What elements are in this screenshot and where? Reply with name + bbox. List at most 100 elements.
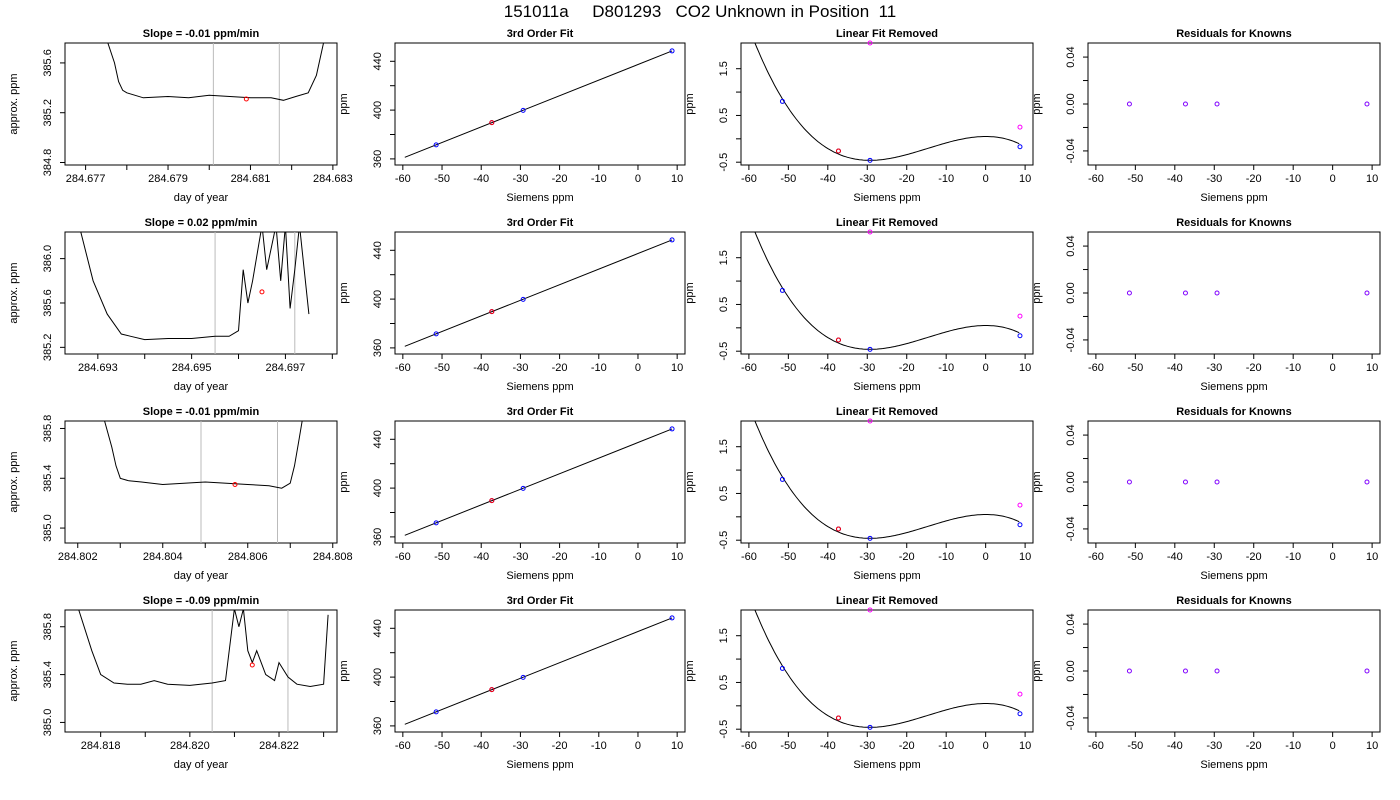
data-point bbox=[867, 724, 873, 730]
y-tick-label: 385.8 bbox=[42, 415, 54, 443]
panel-r2-c4: Residuals for Knowns Siemens ppm ppm -60 -50… bbox=[1031, 217, 1381, 393]
y-axis-label: ppm bbox=[338, 93, 350, 114]
x-axis-label: Siemens ppm bbox=[506, 381, 573, 393]
y-tick-label: 0.5 bbox=[718, 297, 730, 312]
panel-title: 3rd Order Fit bbox=[507, 28, 574, 40]
x-tick-label: 10 bbox=[1019, 362, 1031, 374]
x-tick-label: -20 bbox=[899, 740, 915, 752]
x-tick-label: -50 bbox=[434, 173, 450, 185]
data-point bbox=[1017, 502, 1023, 508]
plot-area bbox=[404, 239, 673, 347]
page-title: 151011a D801293 CO2 Unknown in Position … bbox=[503, 2, 897, 21]
data-point bbox=[1017, 711, 1023, 717]
panel-r1-c2: 3rd Order Fit Siemens ppm ppm -60 -50 -40 -30 -… bbox=[338, 28, 686, 204]
x-tick-label: 0 bbox=[635, 551, 641, 563]
data-point bbox=[669, 48, 675, 54]
x-axis-label: Siemens ppm bbox=[1200, 759, 1267, 771]
x-tick-label: -10 bbox=[938, 551, 954, 563]
data-point bbox=[1182, 668, 1188, 674]
plot-frame bbox=[394, 609, 686, 733]
data-point bbox=[1214, 668, 1220, 674]
y-tick-label: -0.5 bbox=[718, 153, 730, 172]
x-tick-label: 284.818 bbox=[81, 740, 121, 752]
data-point bbox=[867, 157, 873, 163]
x-tick-label: -60 bbox=[1088, 740, 1104, 752]
panel-title: Residuals for Knowns bbox=[1176, 595, 1292, 607]
x-tick-label: -50 bbox=[780, 362, 796, 374]
x-tick-label: 0 bbox=[1330, 740, 1336, 752]
panel-r4-c3: Linear Fit Removed Siemens ppm ppm -60 -50 -4… bbox=[684, 595, 1034, 771]
y-tick-label: 386.0 bbox=[42, 245, 54, 273]
panel-r4-c2: 3rd Order Fit Siemens ppm ppm -60 -50 -40 -30 -… bbox=[338, 595, 686, 771]
panel-r4-c4: Residuals for Knowns Siemens ppm ppm -60 -50… bbox=[1031, 595, 1381, 771]
panel-title: Linear Fit Removed bbox=[836, 217, 938, 229]
data-point bbox=[1017, 144, 1023, 150]
plot-area bbox=[78, 610, 329, 732]
data-point bbox=[433, 520, 439, 526]
y-tick-label: 385.6 bbox=[42, 49, 54, 77]
panel-title: Slope = -0.01 ppm/min bbox=[143, 406, 260, 418]
x-tick-label: -30 bbox=[512, 551, 528, 563]
x-tick-label: -50 bbox=[434, 551, 450, 563]
y-axis-label: ppm bbox=[338, 471, 350, 492]
panel-title: 3rd Order Fit bbox=[507, 595, 574, 607]
panel-title: Residuals for Knowns bbox=[1176, 406, 1292, 418]
panel-title: Slope = -0.01 ppm/min bbox=[143, 28, 260, 40]
y-tick-label: 400 bbox=[372, 101, 384, 119]
x-tick-label: 284.808 bbox=[313, 551, 353, 563]
data-point bbox=[489, 309, 495, 315]
x-tick-label: -10 bbox=[938, 740, 954, 752]
x-tick-label: 10 bbox=[1366, 362, 1378, 374]
x-tick-label: -50 bbox=[780, 551, 796, 563]
x-tick-label: -60 bbox=[1088, 173, 1104, 185]
y-tick-label: 1.5 bbox=[718, 61, 730, 76]
x-axis-label: Siemens ppm bbox=[853, 759, 920, 771]
y-tick-label: 0.00 bbox=[1065, 93, 1077, 114]
y-axis-label: approx. ppm bbox=[8, 73, 20, 134]
x-tick-label: -60 bbox=[395, 551, 411, 563]
data-point bbox=[1126, 479, 1132, 485]
y-axis-label: ppm bbox=[684, 471, 696, 492]
y-tick-label: -0.5 bbox=[718, 531, 730, 550]
x-tick-label: -20 bbox=[899, 362, 915, 374]
x-tick-label: -10 bbox=[591, 551, 607, 563]
panel-r1-c3: Linear Fit Removed Siemens ppm ppm -60 -50 -4… bbox=[684, 28, 1034, 204]
x-axis-label: day of year bbox=[174, 570, 229, 582]
panel-title: Linear Fit Removed bbox=[836, 595, 938, 607]
x-tick-label: -30 bbox=[1206, 740, 1222, 752]
y-tick-label: 0.00 bbox=[1065, 471, 1077, 492]
y-tick-label: 0.5 bbox=[718, 486, 730, 501]
x-tick-label: 0 bbox=[635, 740, 641, 752]
x-tick-label: -20 bbox=[1246, 362, 1262, 374]
x-tick-label: -10 bbox=[591, 740, 607, 752]
plot-frame bbox=[64, 231, 338, 355]
x-tick-label: -20 bbox=[899, 173, 915, 185]
x-tick-label: 284.693 bbox=[78, 362, 118, 374]
data-point bbox=[1017, 313, 1023, 319]
x-tick-label: -50 bbox=[780, 173, 796, 185]
x-axis-label: Siemens ppm bbox=[506, 570, 573, 582]
x-tick-label: -40 bbox=[820, 173, 836, 185]
x-tick-label: 0 bbox=[1330, 362, 1336, 374]
y-tick-label: 1.5 bbox=[718, 250, 730, 265]
x-tick-label: 284.681 bbox=[231, 173, 271, 185]
y-axis-label: ppm bbox=[684, 282, 696, 303]
data-point bbox=[1364, 479, 1370, 485]
panel-title: Residuals for Knowns bbox=[1176, 217, 1292, 229]
x-tick-label: -40 bbox=[473, 551, 489, 563]
x-tick-label: 0 bbox=[635, 362, 641, 374]
data-point bbox=[1126, 290, 1132, 296]
x-tick-label: -40 bbox=[820, 740, 836, 752]
x-tick-label: 0 bbox=[1330, 551, 1336, 563]
y-tick-label: 0.5 bbox=[718, 675, 730, 690]
panel-title: Linear Fit Removed bbox=[836, 406, 938, 418]
plot-area bbox=[754, 232, 1020, 350]
y-tick-label: 400 bbox=[372, 668, 384, 686]
data-point bbox=[1364, 290, 1370, 296]
y-tick-label: 385.0 bbox=[42, 514, 54, 542]
x-tick-label: 284.806 bbox=[228, 551, 268, 563]
highlight-point bbox=[259, 289, 265, 295]
panel-r4-c1: Slope = -0.09 ppm/min day of year approx. … bbox=[8, 595, 338, 771]
plot-area bbox=[754, 43, 1020, 161]
